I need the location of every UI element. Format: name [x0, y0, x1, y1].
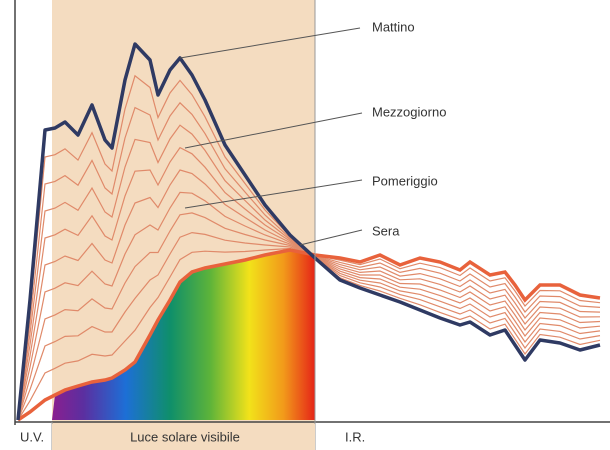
band-label: U.V.	[20, 429, 44, 444]
curve-label: Mattino	[372, 19, 415, 34]
curve-label: Sera	[372, 223, 400, 238]
solar-spectrum-diagram: Mattino Mezzogiorno Pomeriggio Sera U.V.…	[0, 0, 610, 450]
band-label: I.R.	[345, 429, 365, 444]
band-label: Luce solare visibile	[130, 429, 240, 444]
curve-label: Pomeriggio	[372, 173, 438, 188]
curve-label: Mezzogiorno	[372, 104, 446, 119]
